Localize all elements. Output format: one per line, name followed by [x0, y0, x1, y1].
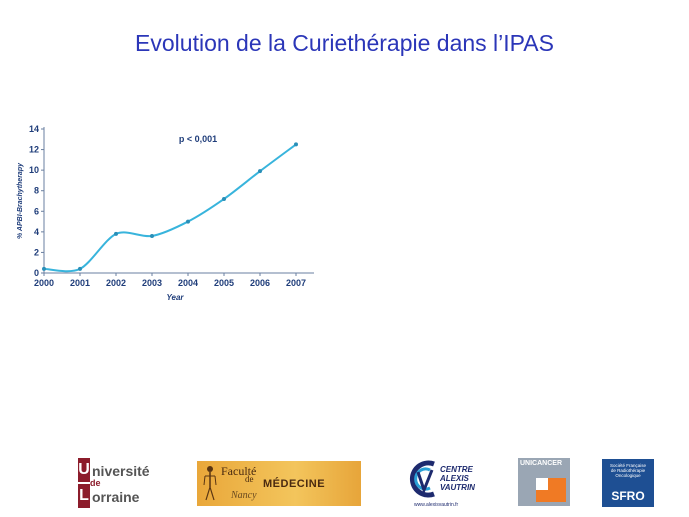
y-tick-label: 2 — [34, 247, 39, 257]
y-tick-label: 12 — [29, 145, 39, 155]
data-point — [258, 169, 262, 174]
fm-line4: Nancy — [231, 490, 257, 501]
data-point — [114, 231, 118, 236]
faculte-medecine-logo: Faculté de MÉDECINE Nancy — [197, 461, 361, 506]
ul-line2: orraine — [92, 489, 140, 505]
line-chart: 0 2 4 6 8 10 12 14 2000 2001 2002 2003 2004 2005 2006 2… — [17, 124, 314, 302]
x-tick-label: 2000 — [34, 278, 54, 288]
x-tick-label: 2003 — [142, 278, 162, 288]
x-axis-label: Year — [166, 293, 184, 302]
data-point — [42, 266, 46, 271]
ul-line1: niversité — [92, 463, 150, 479]
data-point — [186, 219, 190, 224]
y-tick-label: 10 — [29, 165, 39, 175]
x-tick-label: 2005 — [214, 278, 234, 288]
x-tick-label: 2002 — [106, 278, 126, 288]
cav-emblem-icon — [410, 460, 435, 498]
sfro-acronym: SFRO — [611, 489, 645, 503]
universite-lorraine-logo: U niversité de L orraine — [78, 458, 168, 508]
centre-alexis-vautrin-logo: CENTRE ALEXIS VAUTRIN www.alexisvautrin.… — [404, 458, 484, 510]
series-line — [43, 143, 297, 273]
x-tick-label: 2006 — [250, 278, 270, 288]
sfro-small1: Société Française — [609, 463, 647, 468]
sfro-small2: de Radiothérapie — [610, 468, 646, 473]
data-point — [294, 142, 298, 147]
ul-small-de: de — [90, 478, 101, 488]
data-point — [150, 233, 154, 238]
fm-line1: Faculté — [221, 464, 257, 478]
ul-letter-l: L — [78, 484, 90, 508]
y-tick-label: 4 — [34, 227, 39, 237]
y-tick-label: 14 — [29, 124, 39, 134]
unicancer-logo: UNICANCER — [518, 458, 570, 506]
slide-title: Evolution de la Curiethérapie dans l’IPA… — [135, 30, 554, 56]
ul-letter-u: U — [78, 458, 90, 482]
sfro-small-text: Société Française de Radiothérapie Oncol… — [602, 463, 654, 478]
cav-url: www.alexisvautrin.fr — [414, 502, 459, 508]
y-tick-label: 8 — [34, 186, 39, 196]
x-tick-label: 2007 — [286, 278, 306, 288]
unicancer-text: UNICANCER — [520, 460, 562, 467]
y-axis-label: % APBI-Brachytherapy — [17, 162, 24, 239]
unicancer-white-block — [536, 478, 548, 490]
data-point — [78, 266, 82, 271]
sfro-logo: Société Française de Radiothérapie Oncol… — [602, 459, 654, 507]
y-tick-label: 6 — [34, 206, 39, 216]
y-tick-label: 0 — [34, 268, 39, 278]
sfro-small3: Oncologique — [615, 473, 641, 478]
skeleton-icon — [203, 466, 217, 501]
cav-line1: CENTRE — [440, 465, 473, 474]
p-value-annotation: p < 0,001 — [179, 134, 217, 144]
partner-logos: U niversité de L orraine Faculté de MÉDE… — [0, 450, 689, 515]
cav-line3: VAUTRIN — [440, 483, 475, 492]
fm-line3: MÉDECINE — [263, 478, 326, 490]
chart-axes — [43, 127, 314, 274]
cav-line2: ALEXIS — [440, 474, 469, 483]
chart-ticks: 0 2 4 6 8 10 12 14 2000 2001 2002 2003 2004 2005 2006 2… — [29, 124, 306, 288]
fm-line2: de — [245, 474, 254, 484]
x-tick-label: 2004 — [178, 278, 198, 288]
data-point — [222, 196, 226, 201]
x-tick-label: 2001 — [70, 278, 90, 288]
chart-series — [42, 142, 298, 273]
